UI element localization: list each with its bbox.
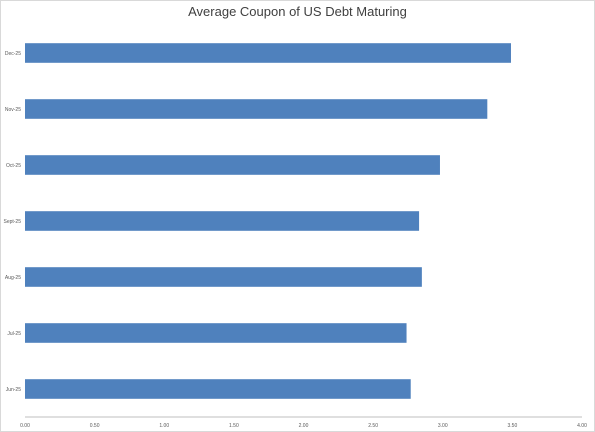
x-tick-label: 1.50 (229, 423, 239, 429)
x-tick-label: 3.00 (438, 423, 448, 429)
category-label: Oct-25 (6, 163, 21, 169)
x-tick-label: 0.50 (90, 423, 100, 429)
bar-nov-25 (25, 99, 488, 119)
bar-jul-25 (25, 323, 407, 343)
category-label: Jul-25 (7, 331, 21, 337)
x-tick-label: 2.50 (368, 423, 378, 429)
category-label: Nov-25 (5, 107, 21, 113)
bar-sept-25 (25, 211, 420, 231)
x-tick-label: 4.00 (577, 423, 587, 429)
bar-jun-25 (25, 379, 411, 399)
x-tick-labels: 0.00 0.50 1.00 1.50 2.00 2.50 3.00 3.50 4.00 (20, 423, 587, 429)
x-tick-label: 3.50 (508, 423, 518, 429)
bar-aug-25 (25, 267, 422, 287)
chart-title: Average Coupon of US Debt Maturing (188, 4, 407, 19)
bars-group (25, 43, 511, 399)
category-label: Sept-25 (3, 219, 21, 225)
category-label: Aug-25 (5, 275, 21, 281)
category-labels: Dec-25 Nov-25 Oct-25 Sept-25 Aug-25 Jul-25 Jun… (3, 51, 21, 393)
bar-oct-25 (25, 155, 440, 175)
category-label: Dec-25 (5, 51, 21, 57)
category-label: Jun-25 (6, 387, 22, 393)
x-tick-label: 0.00 (20, 423, 30, 429)
x-tick-label: 1.00 (159, 423, 169, 429)
x-tick-label: 2.00 (299, 423, 309, 429)
bar-dec-25 (25, 43, 511, 63)
